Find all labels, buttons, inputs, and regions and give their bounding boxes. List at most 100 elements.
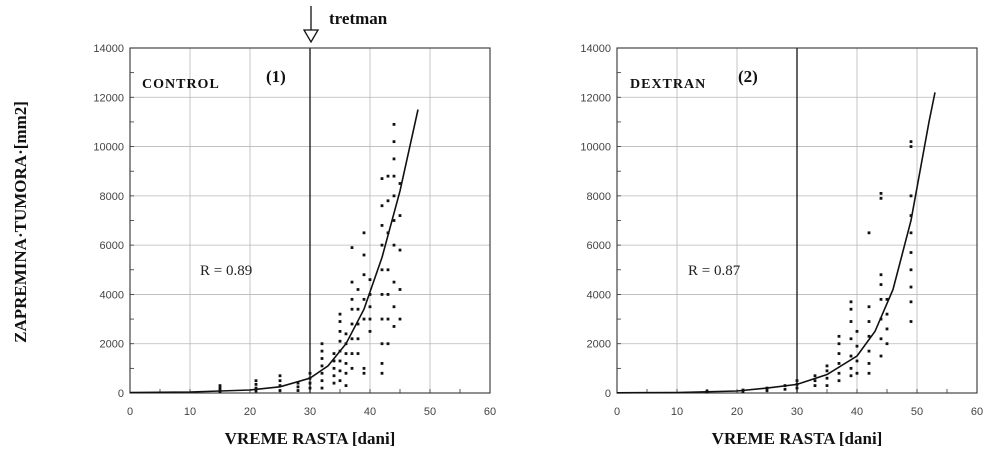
data-point: [849, 366, 853, 370]
y-tick-label: 6000: [587, 240, 611, 252]
data-point: [909, 140, 913, 144]
y-tick-label: 8000: [100, 191, 124, 203]
x-tick-label: 30: [304, 406, 316, 418]
data-point: [909, 268, 913, 272]
chart-panel-control: 0 10 20 30 40 50 60 0 2000 4000 6000 8000 10000 12000…: [93, 43, 496, 448]
data-point: [296, 385, 300, 389]
treatment-annotation: tretman: [302, 6, 388, 44]
data-point: [344, 362, 348, 365]
data-point: [765, 389, 769, 392]
y-axis-title: ZAPREMINA·TUMORA·[mm2]: [11, 101, 30, 343]
data-point: [362, 273, 366, 277]
data-point: [849, 337, 853, 341]
data-point: [368, 305, 372, 309]
data-point: [350, 246, 354, 250]
data-point: [350, 307, 354, 311]
data-point: [885, 312, 889, 316]
chart-panel-dextran: 0 10 20 30 40 50 60 0 2000 4000 6000 8000 10000 12000…: [580, 43, 983, 448]
x-tick-label: 60: [971, 406, 983, 418]
data-point: [837, 342, 841, 346]
data-point: [867, 371, 871, 375]
data-point: [398, 288, 402, 291]
y-tick-label: 6000: [100, 240, 124, 252]
data-point: [254, 386, 258, 390]
data-point: [855, 329, 859, 333]
data-point: [338, 379, 342, 383]
data-point: [308, 381, 312, 385]
y-tick-label: 0: [118, 388, 124, 400]
treatment-label: tretman: [329, 9, 388, 28]
data-point: [909, 214, 913, 217]
data-point: [278, 379, 282, 383]
data-point: [380, 268, 384, 272]
data-point: [350, 352, 354, 355]
data-point: [368, 278, 372, 282]
x-axis-title: VREME RASTA [dani]: [225, 429, 396, 448]
data-point: [909, 231, 913, 235]
data-point: [879, 337, 883, 341]
data-point: [356, 288, 360, 291]
data-point: [380, 293, 384, 296]
data-point: [338, 369, 342, 373]
data-point: [386, 268, 390, 272]
data-point: [362, 317, 366, 321]
data-point: [320, 342, 324, 346]
data-point: [795, 386, 799, 390]
data-point: [380, 342, 384, 346]
panel-label: DEXTRAN: [630, 77, 706, 92]
data-point: [356, 322, 360, 326]
data-point: [362, 371, 366, 375]
panel-number: (2): [738, 67, 758, 86]
data-point: [380, 177, 384, 181]
data-point: [332, 366, 336, 370]
data-point: [332, 374, 336, 378]
data-point: [380, 371, 384, 375]
data-point: [392, 280, 396, 284]
data-point: [278, 374, 282, 378]
data-point: [254, 379, 258, 383]
data-point: [320, 386, 324, 390]
data-point: [879, 297, 883, 301]
data-point: [849, 320, 853, 323]
data-point: [362, 297, 366, 301]
data-point: [837, 379, 841, 383]
data-point: [344, 371, 348, 375]
data-point: [867, 362, 871, 365]
y-tick-label: 2000: [587, 339, 611, 351]
data-point: [380, 243, 384, 247]
data-point: [386, 342, 390, 346]
y-tick-label: 4000: [100, 289, 124, 301]
data-point: [350, 297, 354, 301]
data-point: [885, 327, 889, 331]
data-point: [392, 157, 396, 161]
x-tick-label: 30: [791, 406, 803, 418]
data-point: [218, 386, 222, 390]
treatment-arrow-head: [302, 29, 320, 44]
y-tick-label: 14000: [580, 43, 611, 55]
fit-curve: [129, 109, 419, 394]
data-point: [308, 371, 312, 375]
data-point: [783, 387, 787, 391]
data-point: [885, 342, 889, 346]
y-tick-label: 4000: [587, 289, 611, 301]
panel-number: (1): [266, 67, 286, 86]
panel-label: CONTROL: [142, 77, 220, 92]
data-point: [332, 359, 336, 363]
data-point: [254, 389, 258, 393]
data-point: [849, 307, 853, 311]
data-point: [879, 283, 883, 286]
data-point: [338, 312, 342, 316]
data-point: [392, 325, 396, 328]
data-point: [909, 194, 913, 198]
data-point: [813, 384, 817, 388]
data-point: [320, 364, 324, 368]
data-point: [320, 349, 324, 353]
data-point: [386, 293, 390, 296]
correlation-label: R = 0.87: [688, 263, 741, 279]
data-point: [879, 196, 883, 200]
data-point: [356, 352, 360, 355]
data-point: [350, 337, 354, 341]
data-point: [386, 174, 390, 178]
data-point: [867, 349, 871, 353]
data-point: [278, 384, 282, 388]
